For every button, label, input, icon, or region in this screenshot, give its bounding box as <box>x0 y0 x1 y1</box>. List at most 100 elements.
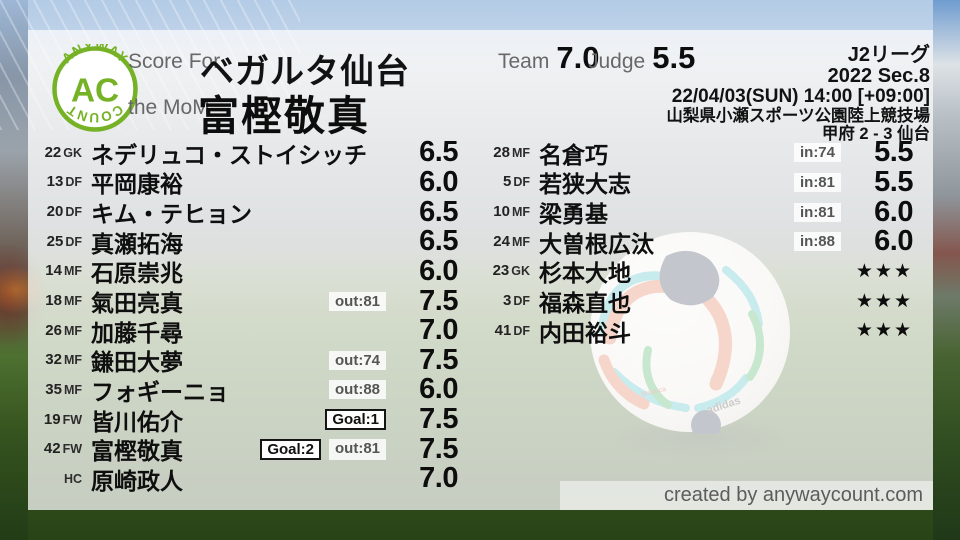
player-number-position: 5 DF <box>484 173 530 191</box>
player-chips: out:81 <box>329 291 386 311</box>
player-position: FW <box>62 442 82 457</box>
player-chips: in:81 <box>793 172 841 192</box>
player-position: DF <box>65 234 82 249</box>
player-chips: in:74 <box>793 143 841 163</box>
player-chips: in:88 <box>793 232 841 252</box>
player-chips: out:74 <box>329 350 386 370</box>
player-number-position: 13 DF <box>36 173 82 191</box>
player-name: 梁勇基 <box>539 201 608 228</box>
player-number: 23 <box>492 262 510 280</box>
player-number: 35 <box>45 380 62 398</box>
player-number-position: 23 GK <box>484 262 530 280</box>
player-chips: Goal:2 out:81 <box>260 438 386 460</box>
player-name: 石原崇兆 <box>91 260 183 287</box>
player-number: 19 <box>43 410 61 428</box>
player-number-position: 18 MF <box>36 292 82 310</box>
player-position: MF <box>63 382 82 397</box>
translucent-card-overlay <box>28 30 933 510</box>
player-score: 7.5 <box>419 403 458 436</box>
player-row: 19 FW 皆川佑介 Goal:1 7.5 <box>36 403 459 436</box>
unused-stars: ★★★ <box>855 260 913 282</box>
player-number-position: 14 MF <box>36 262 82 280</box>
starters-list: 22 GK ネデリュコ・ストイシッチ 6.5 13 DF 平岡康裕 6.0 20 DF キム・テヒョ… <box>36 136 459 495</box>
player-number-position: 22 GK <box>36 144 82 162</box>
unused-stars: ★★★ <box>855 320 913 342</box>
bench-list: 28 MF 名倉巧 in:74 5.5 5 DF 若狭大志 in:81 5.5 10 MF 梁勇基 in:… <box>484 136 914 346</box>
player-chips: out:88 <box>329 380 386 400</box>
player-position: HC <box>63 471 82 486</box>
player-position: MF <box>63 353 82 368</box>
player-number-position: 20 DF <box>36 203 82 221</box>
player-number: 13 <box>46 173 64 191</box>
player-row: 26 MF 加藤千尋 7.0 <box>36 314 458 347</box>
team-score-label: Team <box>498 50 550 73</box>
svg-text:AC: AC <box>71 73 119 110</box>
player-row: 10 MF 梁勇基 in:81 6.0 <box>484 196 913 228</box>
player-number-position: 19 FW <box>36 411 82 429</box>
player-position: MF <box>63 294 82 309</box>
player-name: 鎌田大夢 <box>91 349 183 376</box>
goal-chip: Goal:1 <box>325 409 386 431</box>
player-number-position: 25 DF <box>36 233 82 251</box>
player-name: 皆川佑介 <box>91 408 183 435</box>
player-number-position: 28 MF <box>484 144 530 162</box>
player-position: MF <box>511 145 530 160</box>
substitution-chip: in:88 <box>793 232 841 252</box>
player-name: ネデリュコ・ストイシッチ <box>91 141 367 168</box>
player-number: 26 <box>45 321 62 339</box>
player-name: 加藤千尋 <box>91 319 183 346</box>
score-for-label: Score For <box>128 50 221 73</box>
player-number: 20 <box>46 203 64 221</box>
player-number: 28 <box>493 143 510 161</box>
player-name: キム・テヒョン <box>91 201 252 228</box>
player-score: 7.0 <box>419 314 458 347</box>
player-number: 14 <box>45 262 62 280</box>
substitution-chip: in:74 <box>793 143 841 163</box>
player-number: 41 <box>494 321 512 339</box>
match-result: 甲府 2 - 3 仙台 <box>821 125 930 143</box>
player-chips: in:81 <box>793 202 841 222</box>
player-position: DF <box>513 323 530 338</box>
player-name: 平岡康裕 <box>91 171 183 198</box>
player-number-position: 3 DF <box>484 292 530 310</box>
player-score: 7.5 <box>419 284 458 317</box>
player-position: MF <box>63 264 82 279</box>
player-score: 6.5 <box>419 195 458 228</box>
player-number-position: 10 MF <box>484 203 530 221</box>
judge-score-label: Judge <box>588 50 646 73</box>
player-score: 7.0 <box>419 462 458 495</box>
player-name: 名倉巧 <box>539 141 608 168</box>
player-name: 氣田亮真 <box>91 290 183 317</box>
player-number: 42 <box>43 440 61 458</box>
substitution-chip: in:81 <box>793 202 841 222</box>
player-row: 20 DF キム・テヒョン 6.5 <box>36 195 459 228</box>
player-row: 13 DF 平岡康裕 6.0 <box>36 166 459 198</box>
player-row: HC 原崎政人 7.0 <box>36 462 459 495</box>
player-number-position: 32 MF <box>36 351 82 369</box>
goal-chip: Goal:2 <box>260 438 321 460</box>
player-number: 5 <box>502 173 512 191</box>
player-number-position: 41 DF <box>484 322 530 340</box>
player-name: 杉本大地 <box>539 260 631 287</box>
player-position: DF <box>513 175 530 190</box>
player-number: 32 <box>45 351 62 369</box>
player-position: DF <box>65 175 82 190</box>
mom-player-name: 富樫敬真 <box>198 93 370 139</box>
player-position: GK <box>511 264 530 279</box>
player-row: 18 MF 氣田亮真 out:81 7.5 <box>36 284 458 317</box>
player-name: 内田裕斗 <box>539 319 631 346</box>
player-number-position: 42 FW <box>36 440 82 458</box>
player-row: 25 DF 真瀬拓海 6.5 <box>36 225 459 257</box>
player-row: 22 GK ネデリュコ・ストイシッチ 6.5 <box>36 136 459 169</box>
credit-text: created by anywaycount.com <box>663 484 923 506</box>
anywaycount-logo-icon: ANYWAY COUNT AC <box>50 38 140 134</box>
player-score: 6.5 <box>419 136 458 169</box>
svg-text:COUNT: COUNT <box>64 102 126 126</box>
player-number: 25 <box>46 232 64 250</box>
stadium-name: 山梨県小瀬スポーツ公園陸上競技場 <box>666 107 930 125</box>
player-position: DF <box>513 294 530 309</box>
credit-band: created by anywaycount.com <box>560 481 933 510</box>
player-score: 6.0 <box>419 254 458 287</box>
player-row: 5 DF 若狭大志 in:81 5.5 <box>484 166 914 198</box>
player-position: MF <box>511 205 530 220</box>
